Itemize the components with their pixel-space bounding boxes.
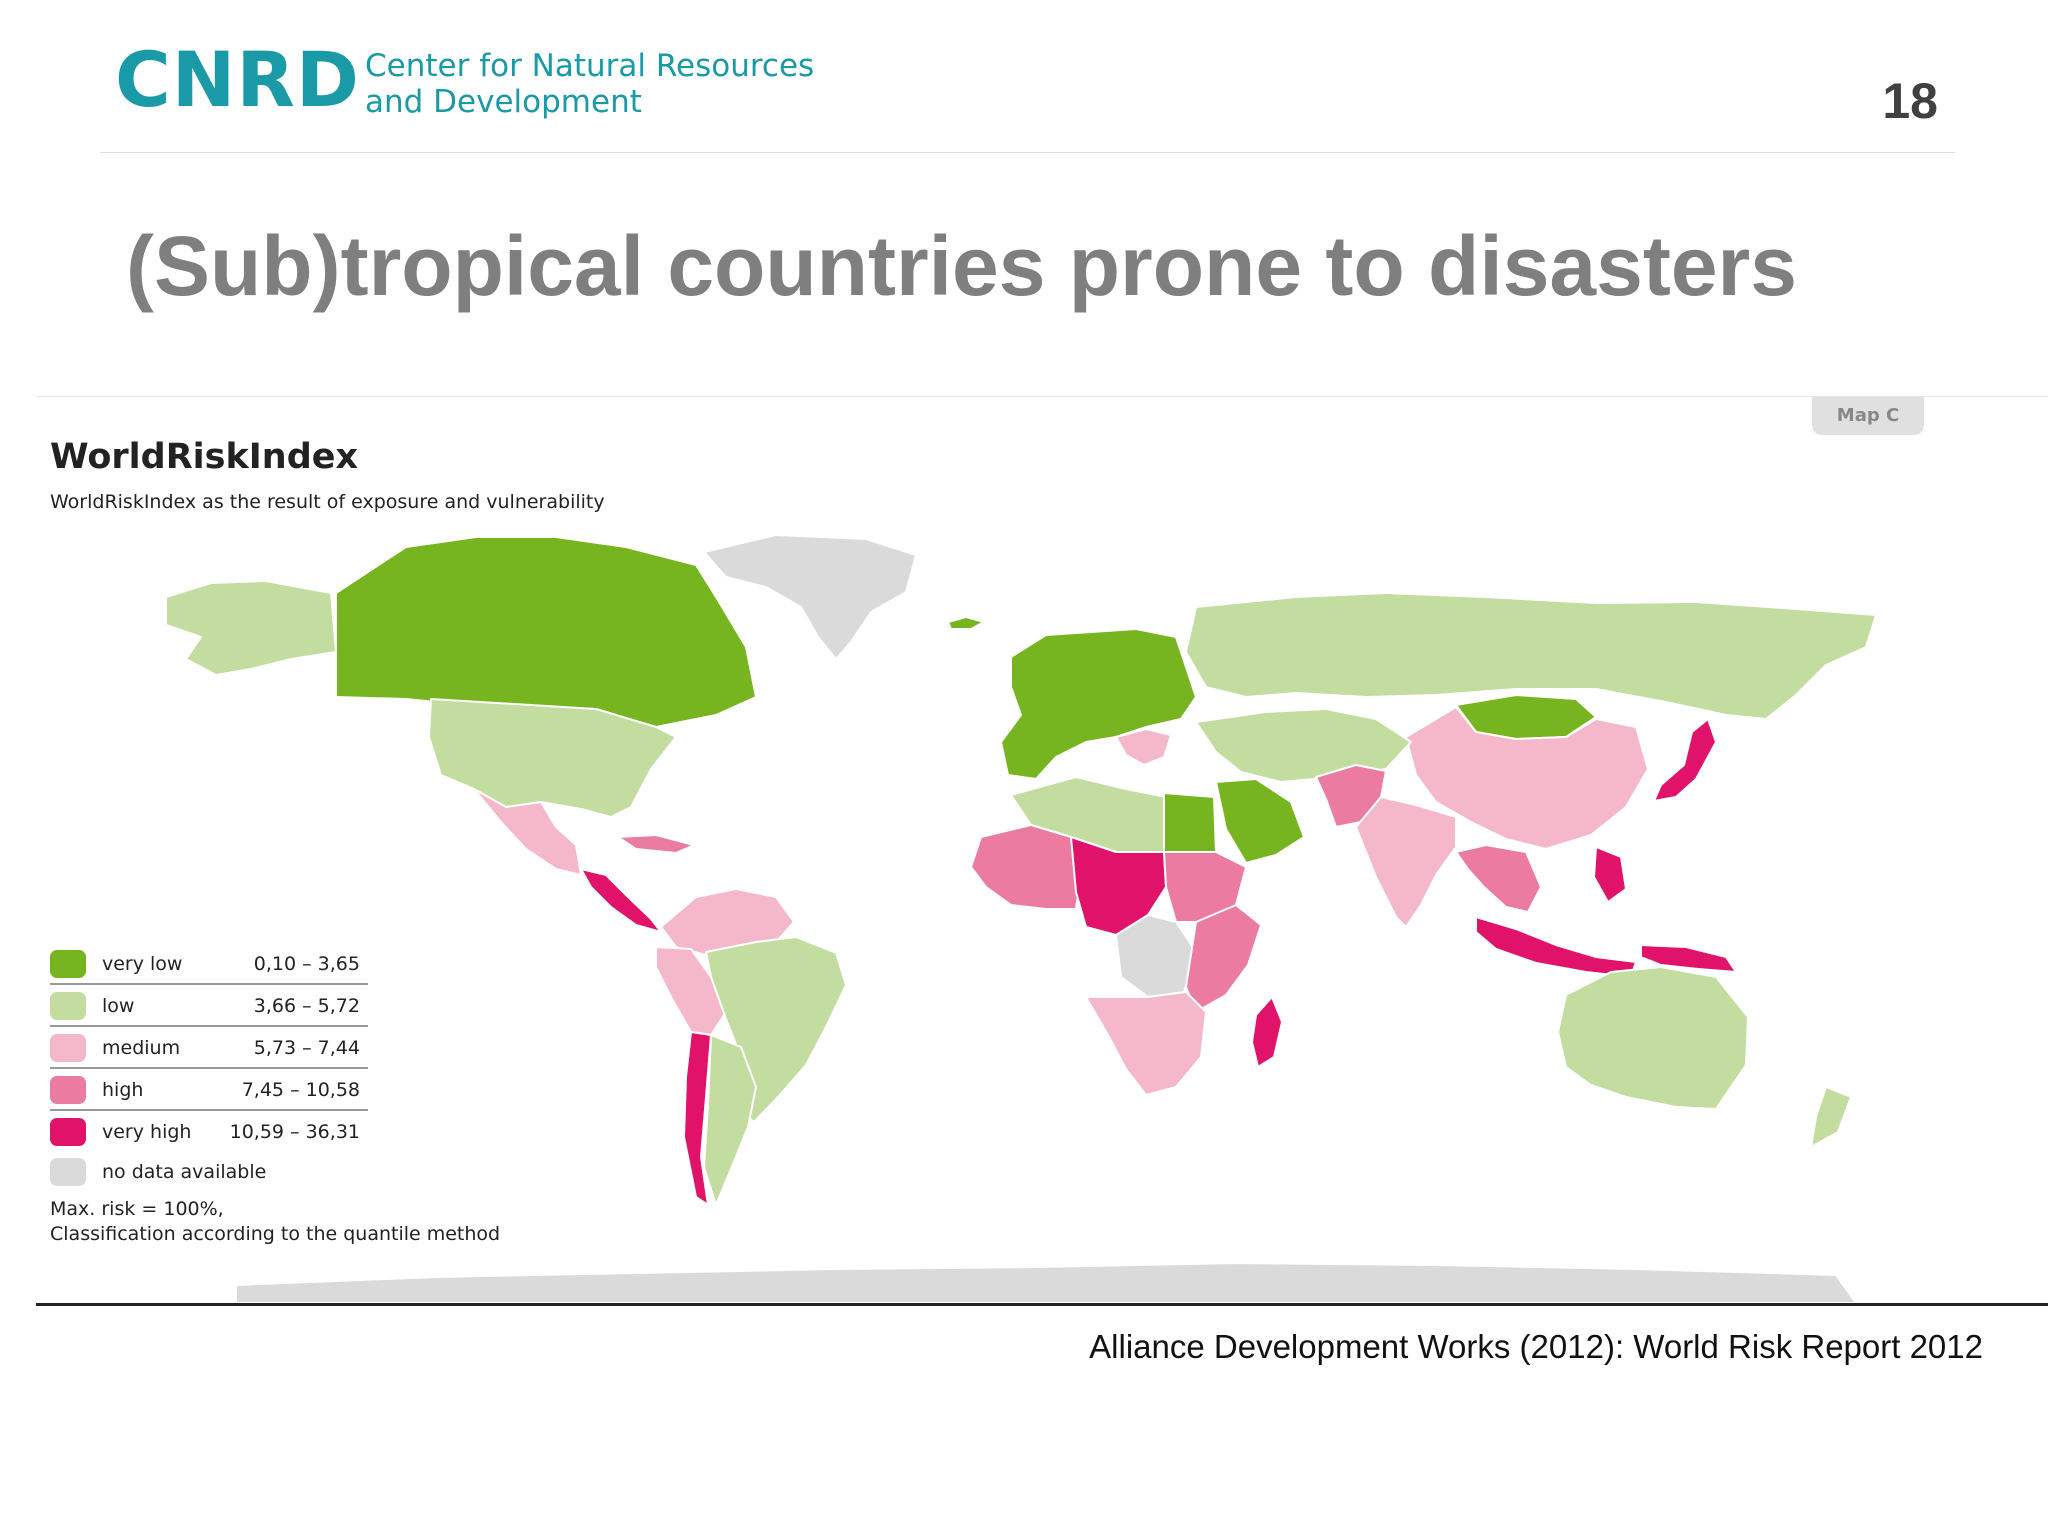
region-antarctica <box>235 1262 1857 1303</box>
region-east-africa <box>1185 904 1262 1013</box>
region-southeast-asia <box>1455 844 1542 913</box>
region-china <box>1405 706 1649 850</box>
region-greenland <box>703 534 917 660</box>
slide-title: (Sub)tropical countries prone to disaste… <box>126 219 1797 313</box>
region-australia <box>1557 966 1749 1110</box>
organization-name: Center for Natural Resources and Develop… <box>365 48 814 120</box>
legend-item: very high 10,59 – 36,31 <box>50 1111 368 1151</box>
region-japan <box>1653 718 1717 802</box>
legend-item: low 3,66 – 5,72 <box>50 985 368 1027</box>
cnrd-logo: CNRD <box>115 35 360 124</box>
region-indonesia <box>1475 916 1637 978</box>
region-central-africa <box>1115 914 1197 998</box>
legend-range: 3,66 – 5,72 <box>253 995 360 1017</box>
legend-range: 7,45 – 10,58 <box>241 1079 360 1101</box>
region-balkans <box>1115 728 1172 766</box>
map-legend: very low 0,10 – 3,65 low 3,66 – 5,72 medium 5… <box>50 943 368 1191</box>
region-arabian-peninsula <box>1215 778 1305 864</box>
world-map <box>165 534 1877 1303</box>
region-mexico <box>473 788 582 876</box>
region-west-africa <box>970 824 1082 910</box>
legend-label: low <box>102 995 135 1017</box>
region-russia <box>1185 592 1877 720</box>
source-citation: Alliance Development Works (2012): World… <box>1089 1328 1983 1365</box>
region-india <box>1355 796 1457 928</box>
region-iceland <box>947 616 985 630</box>
legend-label: very high <box>102 1121 192 1143</box>
region-madagascar <box>1251 996 1283 1068</box>
legend-swatch <box>50 950 86 978</box>
region-southern-africa <box>1085 991 1207 1096</box>
region-philippines <box>1593 846 1627 903</box>
legend-label: no data available <box>102 1161 267 1183</box>
map-tag: Map C <box>1812 397 1924 435</box>
legend-label: very low <box>102 953 183 975</box>
legend-swatch <box>50 1158 86 1186</box>
legend-item: medium 5,73 – 7,44 <box>50 1027 368 1069</box>
org-name-line1: Center for Natural Resources <box>365 48 815 84</box>
region-canada <box>335 536 757 728</box>
legend-swatch <box>50 1118 86 1146</box>
header-divider <box>100 152 1955 153</box>
region-egypt <box>1163 792 1217 853</box>
map-title: WorldRiskIndex <box>50 437 359 477</box>
slide-number: 18 <box>1882 73 1938 129</box>
legend-item: no data available <box>50 1151 368 1191</box>
region-argentina <box>703 1034 757 1206</box>
world-risk-map-panel: Map C WorldRiskIndex WorldRiskIndex as t… <box>36 396 2048 1306</box>
note-line2: Classification according to the quantile… <box>50 1223 501 1245</box>
legend-item: high 7,45 – 10,58 <box>50 1069 368 1111</box>
legend-swatch <box>50 1034 86 1062</box>
legend-label: medium <box>102 1037 181 1059</box>
org-name-line2: and Development <box>365 84 642 120</box>
region-papua <box>1640 944 1737 973</box>
legend-range: 5,73 – 7,44 <box>253 1037 360 1059</box>
legend-item: very low 0,10 – 3,65 <box>50 943 368 985</box>
region-new-zealand <box>1810 1086 1852 1148</box>
legend-label: high <box>102 1079 144 1101</box>
note-line1: Max. risk = 100%, <box>50 1198 224 1220</box>
region-central-asia <box>1195 708 1412 783</box>
map-subtitle: WorldRiskIndex as the result of exposure… <box>50 491 605 513</box>
legend-swatch <box>50 1076 86 1104</box>
region-europe <box>1000 628 1197 780</box>
map-note: Max. risk = 100%, Classification accordi… <box>50 1197 500 1247</box>
region-caribbean <box>617 834 695 854</box>
region-usa <box>428 698 677 818</box>
region-alaska <box>165 580 337 676</box>
legend-swatch <box>50 992 86 1020</box>
legend-range: 0,10 – 3,65 <box>253 953 360 975</box>
legend-range: 10,59 – 36,31 <box>229 1121 360 1143</box>
region-central-america <box>580 868 662 933</box>
